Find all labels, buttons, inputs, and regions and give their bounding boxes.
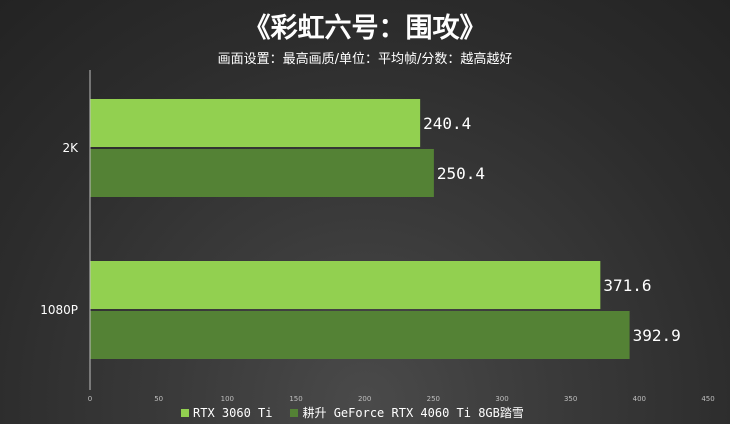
bar-2K-series-1: [90, 99, 421, 147]
x-tick-label-450: 450: [701, 395, 714, 403]
legend-label-series-2: 耕升 GeForce RTX 4060 Ti 8GB踏雪: [302, 406, 524, 420]
chart-subtitle: 画面设置：最高画质/单位：平均帧/分数：越高越好: [217, 52, 513, 67]
legend-item-series-2: 耕升 GeForce RTX 4060 Ti 8GB踏雪: [290, 404, 524, 421]
legend-label-series-1: RTX 3060 Ti: [193, 405, 273, 420]
legend-swatch-series-1: [181, 408, 189, 417]
x-tick-label-100: 100: [221, 395, 234, 403]
category-label-2K: 2K: [62, 141, 79, 155]
data-label-2K-series-2: 250.4: [437, 164, 485, 183]
data-label-1080P-series-2: 392.9: [633, 326, 681, 345]
x-tick-label-350: 350: [564, 395, 577, 403]
x-tick-label-150: 150: [289, 395, 302, 403]
data-label-2K-series-1: 240.4: [423, 114, 471, 133]
data-label-1080P-series-1: 371.6: [603, 276, 651, 295]
chart-legend: RTX 3060 Ti 耕升 GeForce RTX 4060 Ti 8GB踏雪: [181, 404, 524, 421]
bar-1080P-series-2: [90, 311, 630, 359]
x-tick-label-200: 200: [358, 395, 371, 403]
category-label-1080P: 1080P: [40, 303, 78, 317]
bar-1080P-series-1: [90, 261, 601, 309]
x-tick-label-300: 300: [495, 395, 508, 403]
bar-2K-series-2: [90, 149, 434, 197]
x-tick-label-50: 50: [154, 395, 163, 403]
x-tick-label-400: 400: [633, 395, 646, 403]
legend-item-series-1: RTX 3060 Ti: [181, 406, 272, 420]
chart-title: 《彩虹六号：围攻》: [243, 13, 487, 44]
x-tick-label-0: 0: [88, 395, 92, 403]
x-tick-label-250: 250: [427, 395, 440, 403]
legend-swatch-series-2: [290, 408, 299, 417]
